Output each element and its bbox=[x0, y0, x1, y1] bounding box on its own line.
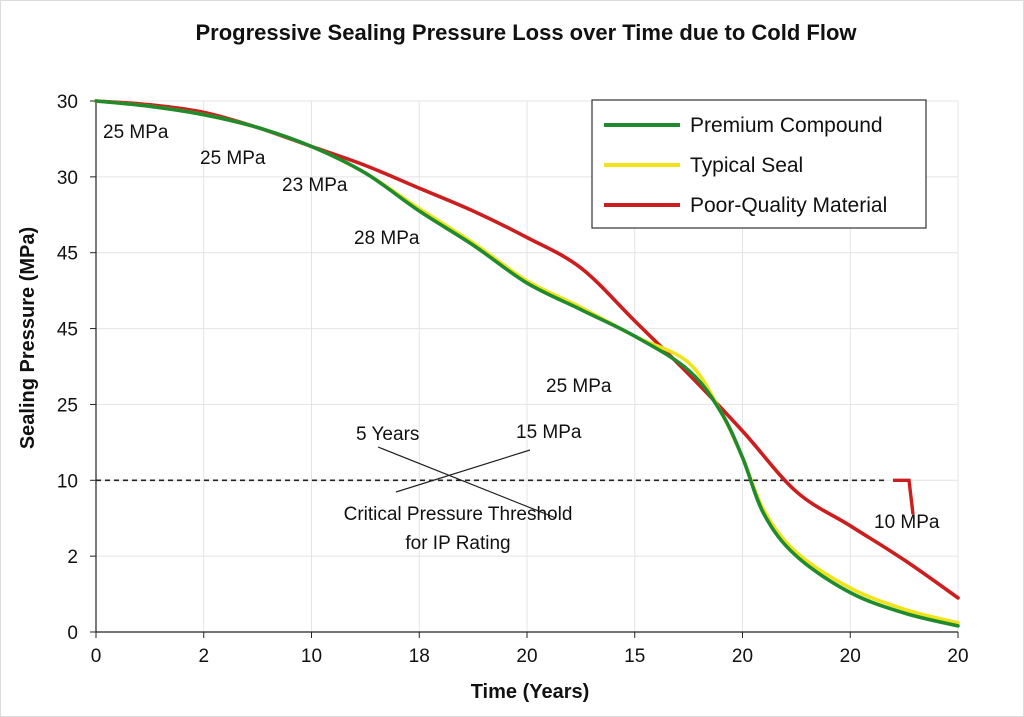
point-label-6: 15 MPa bbox=[516, 422, 582, 443]
point-label-1: 25 MPa bbox=[103, 122, 169, 143]
threshold-label-line1: Critical Pressure Threshold bbox=[344, 504, 573, 525]
x-tick-label-2: 10 bbox=[301, 646, 322, 667]
y-tick-label-3: 45 bbox=[57, 320, 78, 341]
series-lines bbox=[94, 99, 960, 628]
threshold-label-line2: for IP Rating bbox=[405, 533, 510, 554]
x-tick-label-8: 20 bbox=[947, 646, 968, 667]
point-label-4: 28 MPa bbox=[354, 228, 420, 249]
threshold-hook-marker bbox=[893, 478, 915, 515]
y-tick-label-7: 0 bbox=[67, 623, 78, 644]
x-tick-label-7: 20 bbox=[840, 646, 861, 667]
annotation-cross-line-1 bbox=[377, 446, 557, 519]
x-tick-label-4: 20 bbox=[516, 646, 537, 667]
x-tick-label-0: 0 bbox=[91, 646, 102, 667]
x-tick-label-1: 2 bbox=[198, 646, 209, 667]
y-tick-label-6: 2 bbox=[67, 547, 78, 568]
point-label-2: 25 MPa bbox=[200, 148, 266, 169]
y-tick-label-1: 30 bbox=[57, 168, 78, 189]
y-tick-label-5: 10 bbox=[57, 471, 78, 492]
legend: Premium Compound Typical Seal Poor-Quali… bbox=[591, 99, 927, 229]
y-axis-title: Sealing Pressure (MPa) bbox=[17, 227, 39, 449]
annotation-cross-line-2 bbox=[395, 449, 531, 493]
axes bbox=[90, 100, 959, 638]
series-line-premium bbox=[94, 99, 960, 628]
legend-label-typical: Typical Seal bbox=[690, 154, 803, 177]
x-axis-title: Time (Years) bbox=[471, 681, 590, 703]
legend-label-premium: Premium Compound bbox=[690, 114, 883, 137]
point-label-3: 23 MPa bbox=[282, 175, 348, 196]
chart-title: Progressive Sealing Pressure Loss over T… bbox=[195, 20, 857, 45]
legend-label-poor: Poor-Quality Material bbox=[690, 194, 887, 217]
x-tick-label-3: 18 bbox=[409, 646, 430, 667]
x-tick-label-5: 15 bbox=[624, 646, 645, 667]
y-tick-label-2: 45 bbox=[57, 244, 78, 265]
years-label: 5 Years bbox=[356, 424, 419, 445]
annotations: 25 MPa 25 MPa 23 MPa 28 MPa 25 MPa 15 MP… bbox=[103, 122, 940, 554]
x-tick-label-6: 20 bbox=[732, 646, 753, 667]
point-label-7: 10 MPa bbox=[874, 512, 940, 533]
point-label-5: 25 MPa bbox=[546, 376, 612, 397]
threshold-line bbox=[96, 478, 915, 515]
y-tick-label-4: 25 bbox=[57, 395, 78, 416]
y-tick-label-0: 30 bbox=[57, 92, 78, 113]
